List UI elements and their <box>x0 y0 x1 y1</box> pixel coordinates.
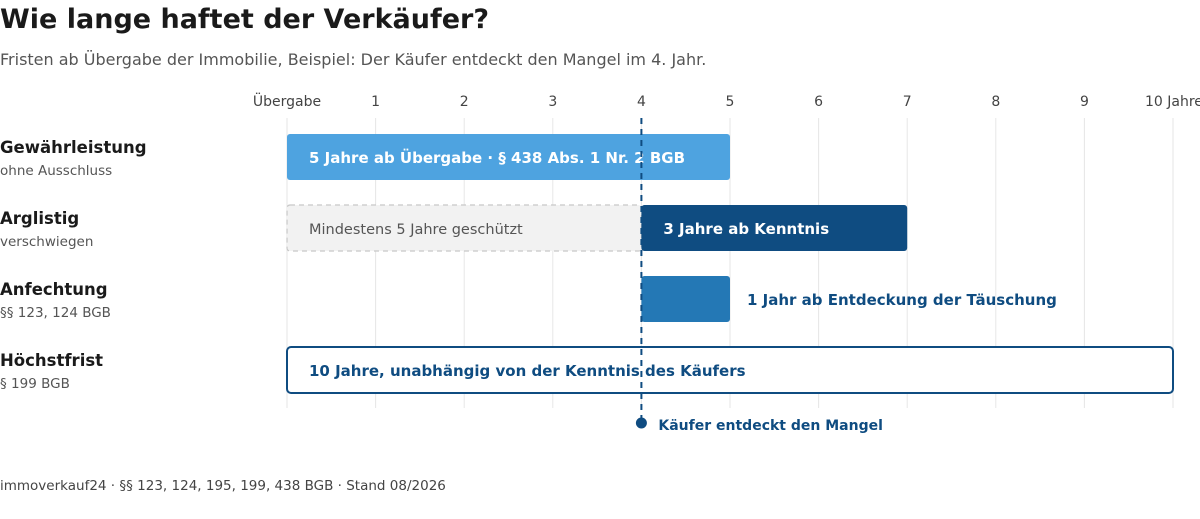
row-subtitle: verschwiegen <box>0 234 93 250</box>
x-tick-label: 9 <box>1080 94 1089 110</box>
row-subtitle: ohne Ausschluss <box>0 163 112 179</box>
row-title: Gewährleistung <box>0 138 147 157</box>
x-tick-label: 10 Jahre <box>1145 94 1200 110</box>
timeline-bar <box>287 134 730 180</box>
bar-label: 5 Jahre ab Übergabe · § 438 Abs. 1 Nr. 2… <box>309 148 685 167</box>
row-title: Anfechtung <box>0 280 108 299</box>
x-tick-label: 6 <box>814 94 823 110</box>
bar-label: 10 Jahre, unabhängig von der Kenntnis de… <box>309 362 746 380</box>
x-tick-label: 5 <box>726 94 735 110</box>
source-footer: immoverkauf24 · §§ 123, 124, 195, 199, 4… <box>0 478 446 494</box>
chart-title: Wie lange haftet der Verkäufer? <box>0 4 490 35</box>
bar-label: 1 Jahr ab Entdeckung der Täuschung <box>747 291 1057 309</box>
x-tick-label: 1 <box>371 94 380 110</box>
chart-subtitle: Fristen ab Übergabe der Immobilie, Beisp… <box>0 50 707 69</box>
timeline-bar <box>641 276 730 322</box>
timeline-bar <box>286 346 1174 394</box>
row-subtitle: §§ 123, 124 BGB <box>0 305 111 321</box>
bar-label: Mindestens 5 Jahre geschützt <box>309 222 523 238</box>
discovery-marker-dot <box>635 417 647 429</box>
x-tick-label: Übergabe <box>253 92 321 110</box>
x-tick-label: 8 <box>991 94 1000 110</box>
bar-label: 3 Jahre ab Kenntnis <box>663 220 829 238</box>
row-title: Arglistig <box>0 209 79 228</box>
x-tick-label: 7 <box>903 94 912 110</box>
x-tick-label: 2 <box>460 94 469 110</box>
x-tick-label: 3 <box>548 94 557 110</box>
row-title: Höchstfrist <box>0 351 103 370</box>
timeline-bar <box>641 205 908 251</box>
discovery-marker-label: Käufer entdeckt den Mangel <box>658 418 883 434</box>
row-subtitle: § 199 BGB <box>0 376 70 392</box>
x-tick-label: 4 <box>637 94 646 110</box>
